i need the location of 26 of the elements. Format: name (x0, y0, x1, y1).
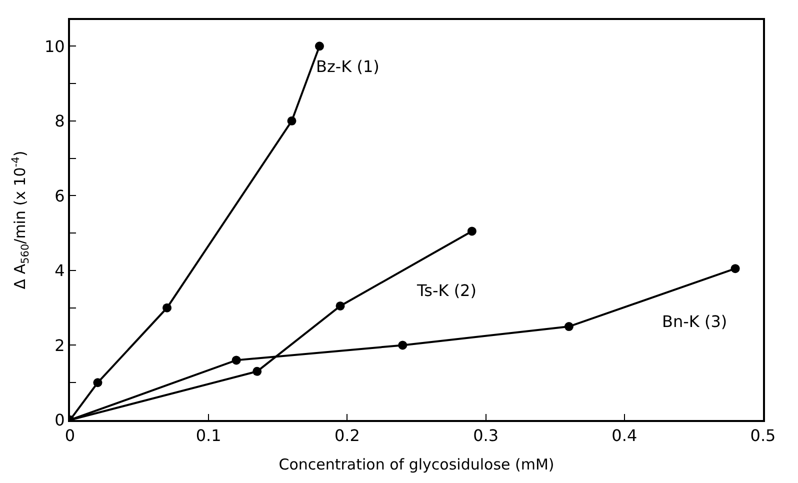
point (730, 264, 740, 274)
x-axis-title: Concentration of glycosidulose (mM) (278, 456, 554, 474)
y-tick-label: 10 (44, 36, 65, 56)
point (467, 226, 476, 236)
y-tick-label: 8 (54, 112, 65, 131)
x-tick-label: 0.4 (612, 426, 638, 446)
y-tick-label: 2 (54, 336, 65, 355)
y-tick-label: 6 (54, 186, 65, 206)
x-tick-label: 0.3 (473, 426, 499, 446)
point (252, 366, 262, 376)
series-label: Ts-K (2) (416, 281, 476, 300)
point (314, 42, 324, 51)
x-tick-label: 0.5 (750, 426, 776, 446)
series-label: Bz-K (1) (316, 57, 380, 76)
series-label: Bn-K (3) (662, 312, 728, 331)
point (336, 301, 345, 310)
y-tick-label: 4 (54, 261, 65, 280)
x-tick-label: 0.1 (196, 426, 222, 446)
x-tick-label: 0.2 (334, 426, 360, 446)
point (564, 322, 574, 332)
point (162, 303, 172, 312)
point (93, 378, 102, 388)
point (232, 356, 241, 365)
y-tick-label: 0 (54, 410, 65, 430)
point (398, 340, 408, 350)
point (287, 116, 296, 126)
